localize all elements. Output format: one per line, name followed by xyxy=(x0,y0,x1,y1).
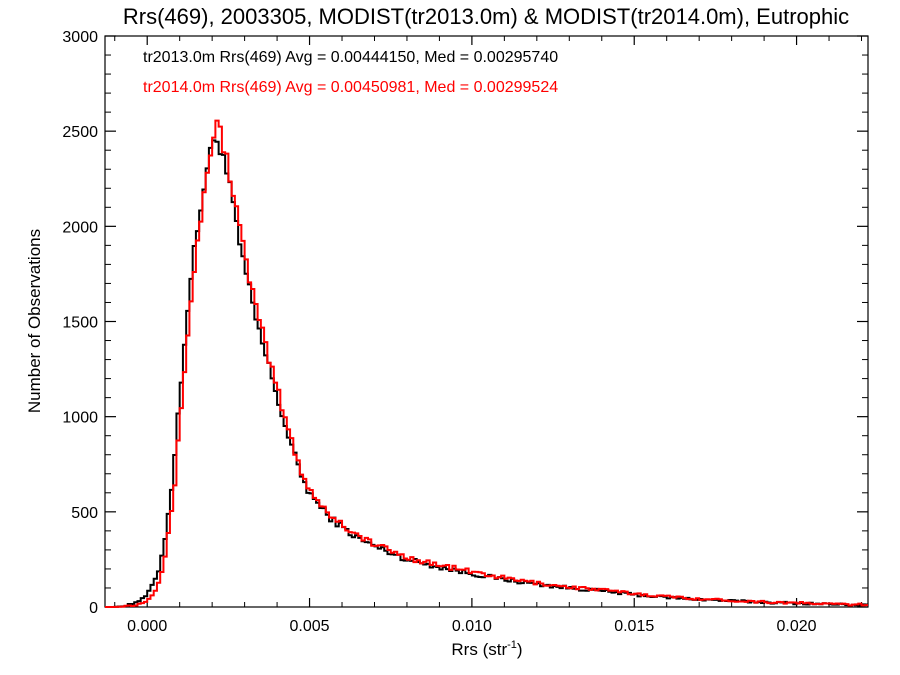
x-axis-label: Rrs (str-1) xyxy=(451,639,522,659)
y-tick-label: 0 xyxy=(89,600,98,617)
legend-entry-tr2014: tr2014.0m Rrs(469) Avg = 0.00450981, Med… xyxy=(143,79,558,96)
x-tick-label: 0.005 xyxy=(290,618,330,635)
x-tick-label: 0.015 xyxy=(614,618,654,635)
y-tick-label: 2500 xyxy=(62,124,98,141)
y-axis: 0 500 1000 1500 2000 2500 3000 xyxy=(62,29,868,617)
series-group xyxy=(105,119,868,608)
y-tick-label: 1500 xyxy=(62,315,98,332)
x-tick-label: 0.020 xyxy=(777,618,817,635)
y-axis-label: Number of Observations xyxy=(25,229,44,413)
x-tick-label: 0.010 xyxy=(452,618,492,635)
legend-entry-tr2013: tr2013.0m Rrs(469) Avg = 0.00444150, Med… xyxy=(143,49,558,66)
y-tick-label: 3000 xyxy=(62,29,98,46)
y-tick-label: 500 xyxy=(71,505,98,522)
chart-title: Rrs(469), 2003305, MODIST(tr2013.0m) & M… xyxy=(123,4,849,29)
x-axis: 0.000 0.005 0.010 0.015 0.020 xyxy=(114,36,863,635)
y-tick-label: 1000 xyxy=(62,410,98,427)
x-tick-label: 0.000 xyxy=(127,618,167,635)
x-axis-label-superscript: -1 xyxy=(507,639,517,651)
x-axis-label-text: Rrs (str xyxy=(451,640,507,659)
x-axis-label-suffix: ) xyxy=(517,640,523,659)
y-tick-label: 2000 xyxy=(62,219,98,236)
series-line-tr2014.0m xyxy=(105,119,868,608)
